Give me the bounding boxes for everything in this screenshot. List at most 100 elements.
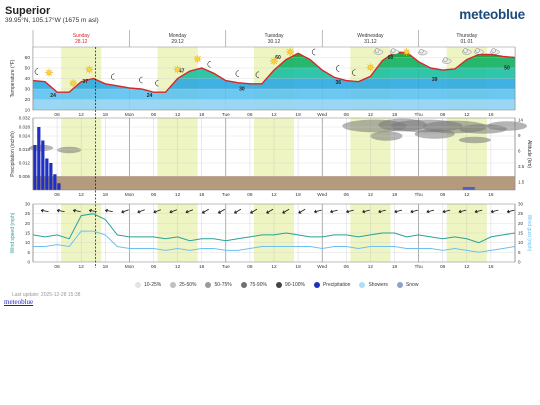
sun-icon	[173, 65, 182, 74]
hour-tick-label: 18	[199, 112, 205, 118]
hour-tick-label: Tue	[222, 112, 230, 118]
wind-direction-arrow-icon	[153, 209, 161, 214]
wind-axis-tick: 10	[25, 240, 31, 245]
hour-tick-label: 06	[440, 112, 446, 118]
wind-speed-axis-label: Wind speed (mph)	[10, 212, 16, 253]
temperature-value-label: 39	[432, 77, 438, 83]
wind-direction-arrow-icon	[137, 209, 145, 214]
wind-gust-line	[33, 230, 516, 253]
cloud-icon	[490, 48, 500, 55]
temperature-axis-tick: 50	[25, 66, 31, 72]
wind-direction-arrow-icon	[426, 209, 435, 214]
wind-axis-tick: 5	[27, 250, 30, 255]
wind-direction-arrow-icon	[442, 209, 451, 214]
hour-tick-label: 06	[151, 192, 157, 198]
cloud-icon	[462, 48, 472, 55]
legend-item: Precipitation	[313, 282, 351, 288]
hour-tick-label: 18	[488, 112, 494, 118]
legend-swatch	[313, 282, 320, 288]
wind-direction-arrow-icon	[185, 209, 194, 214]
sun-icon	[45, 68, 54, 77]
wind-speed-line	[32, 213, 516, 244]
day-date: 30.12	[268, 39, 281, 45]
legend-label: 25-50%	[179, 282, 197, 288]
hour-tick-label: 12	[175, 112, 181, 118]
hour-tick-label: 12	[175, 264, 181, 270]
cloud-cover-blob	[486, 121, 528, 131]
day-date: 31.12	[364, 39, 377, 45]
altitude-axis-tick: 1.5	[518, 180, 525, 185]
gust-axis-tick: 25	[518, 211, 524, 216]
hour-tick-label: Tue	[222, 192, 230, 198]
precipitation-bar	[33, 145, 37, 190]
hour-tick-label: 18	[392, 192, 398, 198]
precip-axis-tick: 0.024	[19, 134, 31, 139]
meteoblue-logo: meteoblue	[459, 7, 525, 22]
temperature-value-label: 24	[147, 93, 153, 99]
hour-tick-label: Mon	[125, 264, 135, 270]
legend-swatch	[170, 282, 177, 288]
cloud-cover-blob	[414, 129, 455, 139]
hour-tick-label: 12	[79, 264, 85, 270]
wind-panel-frame	[32, 203, 516, 263]
moon-icon	[255, 71, 259, 78]
hour-tick-label: Mon	[125, 192, 135, 198]
hour-tick-label: 18	[199, 192, 205, 198]
moon-icon	[235, 70, 239, 77]
hour-tick-label: 18	[488, 264, 494, 270]
legend-item: Snow	[396, 282, 419, 288]
hour-tick-label: 06	[247, 192, 253, 198]
hour-tick-label: 18	[295, 264, 301, 270]
legend-label: Snow	[405, 282, 419, 288]
location-coordinates: 39.95°N, 105.17°W (1675 m asl)	[5, 17, 99, 24]
wind-gust-axis-label: Wind gust (mph)	[526, 215, 532, 252]
temperature-value-label: 37	[82, 79, 88, 85]
legend-swatch	[275, 282, 282, 288]
precipitation-bar	[57, 183, 61, 190]
wind-direction-arrow-icon	[362, 209, 370, 214]
meteoblue-link[interactable]: meteoblue	[4, 298, 34, 306]
hour-tick-label: Wed	[317, 192, 327, 198]
legend-item: 25-50%	[170, 282, 196, 288]
cloud-cover-blob	[458, 136, 491, 144]
temperature-panel-frame	[32, 46, 516, 111]
wind-direction-arrow-icon	[40, 208, 49, 213]
day-name: Wednesday	[357, 33, 384, 39]
wind-direction-arrow-icon	[233, 208, 242, 214]
sun-icon	[270, 57, 278, 66]
precip-axis-tick: 0.032	[19, 116, 31, 121]
temperature-axis-tick: 30	[25, 87, 31, 93]
hour-tick-label: 12	[79, 192, 85, 198]
temperature-line	[32, 51, 516, 93]
precip-axis-tick: 0.028	[19, 125, 31, 130]
hour-tick-label: 18	[199, 264, 205, 270]
hour-tick-label: 12	[368, 192, 374, 198]
gust-axis-tick: 10	[518, 240, 524, 245]
wind-direction-arrow-icon	[329, 209, 338, 214]
precip-panel-frame	[32, 117, 516, 191]
wind-direction-arrow-icon	[394, 209, 403, 214]
hour-tick-label: 06	[344, 192, 350, 198]
legend-label: Precipitation	[322, 282, 351, 288]
hour-tick-label: 12	[368, 264, 374, 270]
moon-icon	[111, 73, 115, 81]
hour-tick-label: 12	[271, 264, 277, 270]
temperature-value-label: 24	[50, 93, 56, 99]
wind-direction-arrow-icon	[169, 209, 178, 214]
cloud-icon	[417, 49, 428, 56]
hour-tick-label: 12	[464, 264, 470, 270]
cloud-cover-blob	[28, 144, 54, 152]
sun-icon	[193, 55, 202, 63]
precipitation-bar	[45, 158, 49, 190]
altitude-axis-tick: 9	[518, 133, 521, 138]
hour-tick-label: 18	[295, 112, 301, 118]
moon-icon	[207, 61, 211, 68]
temperature-band	[33, 68, 515, 79]
location-title: Superior	[5, 5, 51, 17]
legend-label: 10-25%	[144, 282, 162, 288]
wind-direction-arrow-icon	[217, 208, 226, 214]
wind-direction-arrow-icon	[313, 209, 322, 214]
hour-tick-label: 12	[368, 112, 374, 118]
temperature-value-label: 50	[504, 66, 510, 72]
day-name: Sunday	[73, 33, 90, 39]
